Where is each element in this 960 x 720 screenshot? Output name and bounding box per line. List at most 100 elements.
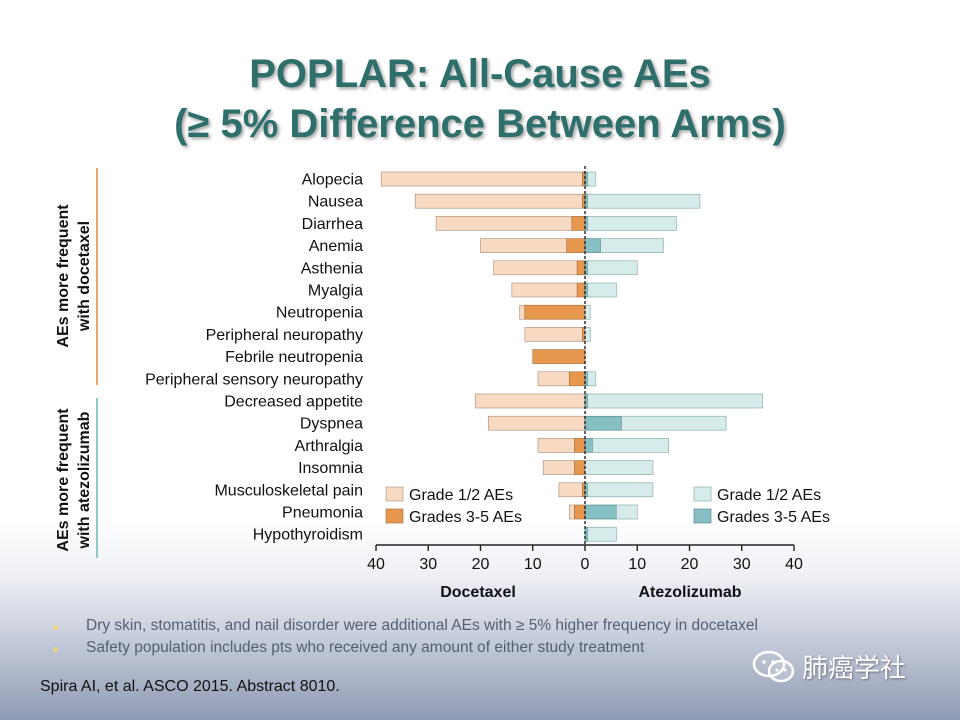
bar-docetaxel-grade12 — [380, 171, 583, 187]
bar-atezolizumab-grade12 — [587, 260, 638, 276]
slide-title-line1: POPLAR: All-Cause AEs — [249, 52, 711, 96]
legend-atezolizumab-grade35-label: Grades 3-5 AEs — [717, 509, 830, 526]
bar-atezolizumab-grade12 — [616, 504, 638, 520]
category-label: Febrile neutropenia — [225, 349, 363, 366]
x-tick-label: 20 — [681, 556, 699, 573]
bar-docetaxel-grade12 — [511, 282, 578, 298]
bar-docetaxel-grade35 — [574, 460, 586, 475]
bullet-text: Safety population includes pts who recei… — [86, 639, 645, 656]
category-label: Arthralgia — [295, 438, 364, 455]
x-tick-label: 30 — [733, 556, 751, 573]
category-label: Nausea — [308, 194, 363, 211]
category-label: Peripheral neuropathy — [206, 327, 363, 344]
slide-title-line2: (≥ 5% Difference Between Arms) — [174, 102, 786, 146]
bar-docetaxel-grade12 — [474, 393, 586, 409]
bar-atezolizumab-grade35 — [584, 238, 601, 253]
legend-docetaxel-grade35-swatch — [385, 508, 404, 524]
x-tick-label: 10 — [524, 556, 542, 573]
bar-docetaxel-grade12 — [480, 238, 568, 253]
category-label: Dyspnea — [300, 416, 363, 433]
bar-docetaxel-grade12 — [493, 260, 578, 276]
bullet-dot-icon: ● — [52, 620, 60, 634]
bar-atezolizumab-grade35 — [584, 282, 588, 298]
category-label: Hypothyroidism — [253, 527, 363, 544]
bar-atezolizumab-grade12 — [584, 460, 654, 475]
bar-atezolizumab-grade12 — [587, 282, 617, 298]
bar-atezolizumab-grade12 — [587, 371, 596, 387]
bar-atezolizumab-grade35 — [584, 415, 622, 431]
bar-atezolizumab-grade12 — [621, 415, 727, 431]
group-label-docetaxel-line1: AEs more frequent — [55, 204, 72, 348]
category-label: Alopecia — [302, 172, 363, 189]
category-label: Decreased appetite — [224, 394, 363, 411]
x-tick-label: 10 — [628, 556, 646, 573]
bar-docetaxel-grade35 — [524, 304, 586, 320]
x-tick-label: 30 — [419, 556, 437, 573]
bullet-item: ● Safety population includes pts who rec… — [52, 639, 932, 661]
bar-atezolizumab-grade12 — [600, 238, 664, 253]
bullet-text: Dry skin, stomatitis, and nail disorder … — [86, 617, 758, 634]
bar-atezolizumab-grade12 — [584, 327, 591, 342]
bar-docetaxel-grade35 — [532, 349, 586, 364]
x-tick-label: 0 — [581, 556, 590, 573]
bar-atezolizumab-grade12 — [587, 393, 763, 409]
group-label-docetaxel-line2: with docetaxel — [76, 221, 93, 332]
bar-docetaxel-grade12 — [488, 415, 586, 431]
bar-atezolizumab-grade35 — [584, 526, 588, 542]
legend-atezolizumab-grade35-swatch — [693, 508, 712, 524]
category-label: Musculoskeletal pain — [214, 482, 363, 499]
bar-atezolizumab-grade35 — [584, 504, 617, 520]
bar-docetaxel-grade12 — [519, 304, 526, 320]
category-label: Neutropenia — [276, 305, 363, 322]
category-label: Pneumonia — [282, 505, 363, 522]
category-label: Asthenia — [301, 260, 363, 277]
bar-docetaxel-grade12 — [542, 460, 575, 475]
bar-docetaxel-grade12 — [569, 504, 575, 520]
footnote-bullets: ● Dry skin, stomatitis, and nail disorde… — [52, 617, 932, 661]
bar-atezolizumab-grade12 — [587, 193, 701, 209]
bar-docetaxel-grade12 — [524, 327, 583, 342]
category-label: Myalgia — [308, 283, 363, 300]
bar-docetaxel-grade12 — [435, 216, 573, 231]
wechat-icon — [752, 650, 795, 682]
bar-atezolizumab-grade12 — [587, 171, 596, 187]
bar-docetaxel-grade35 — [569, 371, 586, 387]
bar-docetaxel-grade35 — [576, 282, 586, 298]
bullet-item: ● Dry skin, stomatitis, and nail disorde… — [52, 617, 932, 639]
category-label: Anemia — [309, 238, 363, 255]
bullet-dot-icon: ● — [52, 642, 60, 656]
bar-docetaxel-grade35 — [582, 327, 586, 342]
x-tick-label: 40 — [367, 556, 385, 573]
bar-atezolizumab-grade12 — [584, 304, 591, 320]
bar-atezolizumab-grade12 — [587, 216, 677, 231]
bar-atezolizumab-grade12 — [592, 438, 669, 453]
bar-docetaxel-grade35 — [574, 438, 586, 453]
bar-docetaxel-grade12 — [537, 438, 575, 453]
bar-atezolizumab-grade12 — [587, 482, 654, 498]
bar-docetaxel-grade35 — [571, 216, 586, 231]
legend-atezolizumab-grade12-label: Grade 1/2 AEs — [717, 487, 821, 504]
category-label: Insomnia — [298, 460, 363, 477]
category-label: Peripheral sensory neuropathy — [145, 371, 363, 388]
bar-docetaxel-grade35 — [582, 482, 586, 498]
citation: Spira AI, et al. ASCO 2015. Abstract 801… — [40, 678, 340, 695]
watermark: 肺癌学社 — [752, 648, 906, 685]
x-axis-label-docetaxel: Docetaxel — [440, 584, 516, 601]
bar-docetaxel-grade12 — [414, 193, 583, 209]
bar-docetaxel-grade35 — [576, 260, 586, 276]
x-axis-label-atezolizumab: Atezolizumab — [638, 584, 741, 601]
group-label-atezolizumab-line1: AEs more frequent — [55, 408, 72, 552]
bar-docetaxel-grade12 — [537, 371, 570, 387]
watermark-text: 肺癌学社 — [802, 653, 907, 683]
bar-atezolizumab-grade35 — [584, 438, 594, 453]
legend-atezolizumab-grade12-swatch — [693, 486, 712, 502]
category-label: Diarrhea — [302, 216, 363, 233]
x-tick-label: 20 — [472, 556, 490, 573]
group-label-atezolizumab-line2: with atezolizumab — [76, 411, 93, 549]
x-tick-label: 40 — [785, 556, 803, 573]
bar-atezolizumab-grade12 — [587, 526, 617, 542]
bar-docetaxel-grade12 — [558, 482, 583, 498]
legend-docetaxel-grade12-label: Grade 1/2 AEs — [409, 487, 513, 504]
bar-docetaxel-grade35 — [574, 504, 586, 520]
